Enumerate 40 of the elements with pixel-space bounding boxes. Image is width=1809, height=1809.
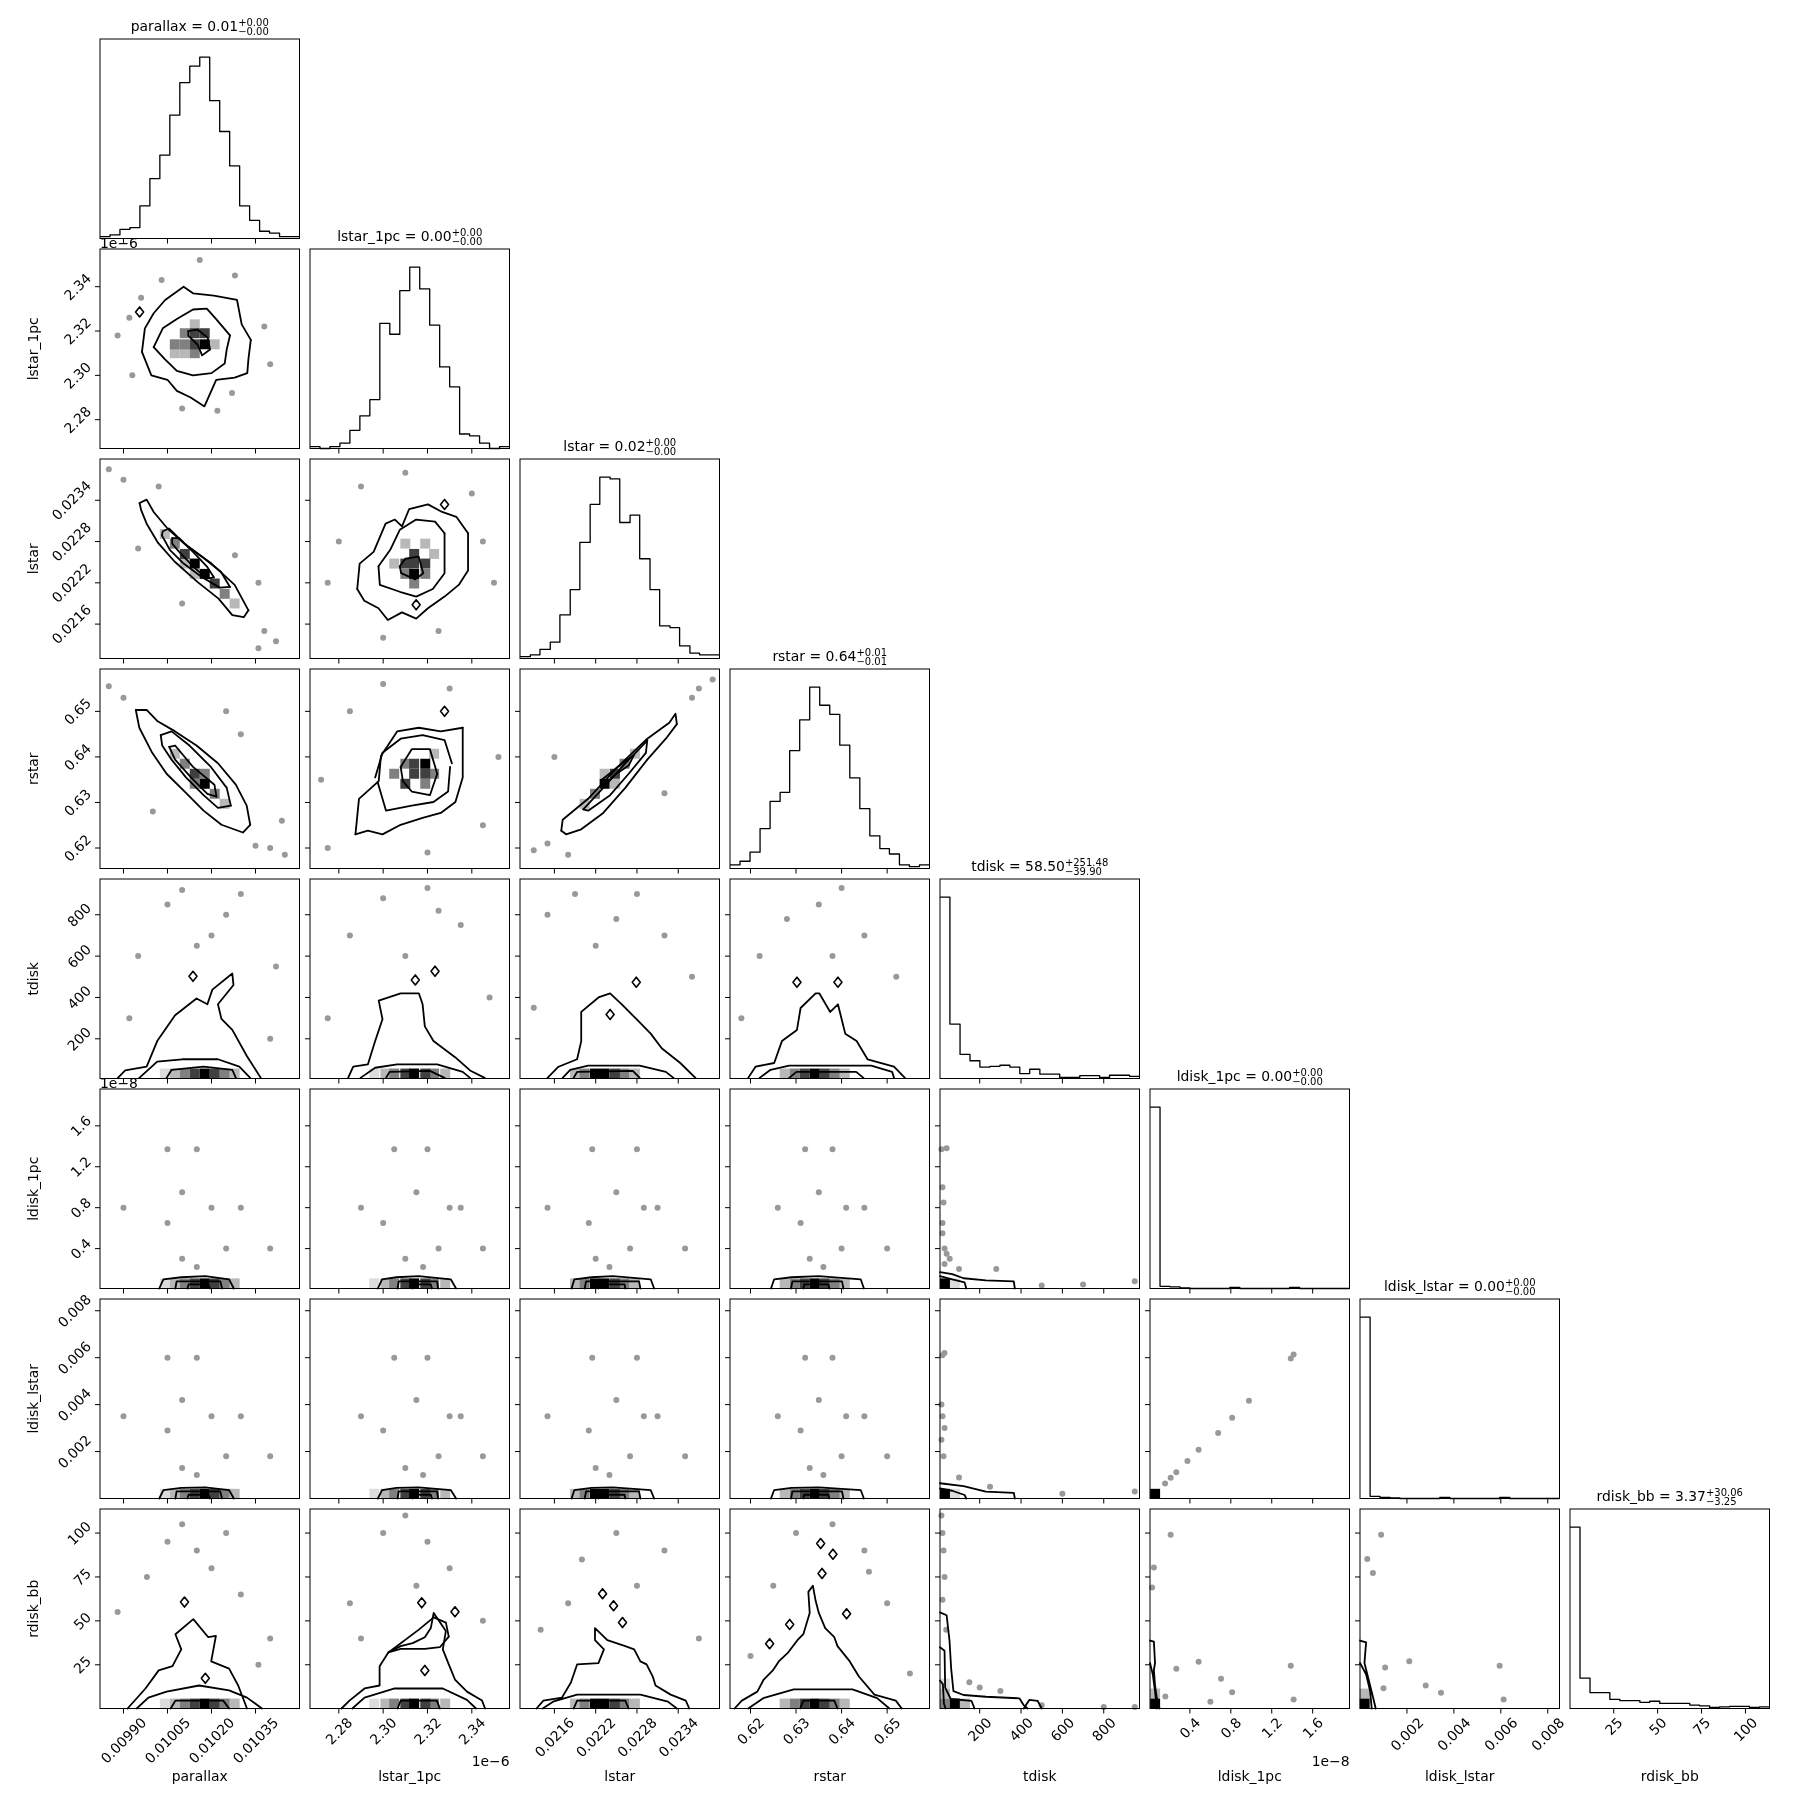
y-tick-label: 50 bbox=[70, 1608, 95, 1633]
y-tick-label: 100 bbox=[64, 1518, 95, 1549]
y-tick-label: 1.2 bbox=[67, 1153, 95, 1181]
y-axis-title: tdisk bbox=[25, 962, 41, 996]
y-tick-label: 400 bbox=[64, 982, 95, 1013]
y-tick-label: 200 bbox=[64, 1023, 95, 1054]
x-tick-label: 0.4 bbox=[1176, 1714, 1204, 1742]
y-tick-label: 600 bbox=[64, 941, 95, 972]
x-tick-label: 100 bbox=[1730, 1714, 1761, 1745]
x-tick-label: 1.2 bbox=[1258, 1714, 1286, 1742]
x-tick-label: 800 bbox=[1088, 1714, 1119, 1745]
y-tick-label: 1.6 bbox=[67, 1112, 95, 1140]
y-axis-title: rstar bbox=[25, 752, 41, 786]
x-axis-title: parallax bbox=[171, 1767, 228, 1784]
y-axis-title: lstar bbox=[25, 543, 41, 575]
x-axis-title: rstar bbox=[813, 1767, 847, 1784]
x-tick-label: 400 bbox=[1006, 1714, 1037, 1745]
x-axis-title: lstar bbox=[604, 1767, 636, 1784]
text: 1e−6 bbox=[471, 1752, 510, 1769]
x-tick-label: 25 bbox=[1601, 1714, 1626, 1739]
x-axis-title: tdisk bbox=[1023, 1767, 1057, 1784]
x-tick-label: 50 bbox=[1645, 1714, 1670, 1739]
x-axis-title: ldisk_lstar bbox=[1424, 1767, 1495, 1784]
x-tick-label: 1.6 bbox=[1299, 1714, 1327, 1742]
y-tick-label: 0.4 bbox=[67, 1235, 95, 1263]
y-axis-title: lstar_1pc bbox=[25, 317, 41, 381]
x-axis-title: rdisk_bb bbox=[1640, 1767, 1699, 1784]
y-tick-label: 0.8 bbox=[67, 1194, 95, 1222]
text: 1e−8 bbox=[1311, 1752, 1350, 1769]
y-axis-title: ldisk_1pc bbox=[25, 1156, 41, 1221]
x-axis-title: ldisk_1pc bbox=[1217, 1767, 1282, 1784]
y-tick-label: 75 bbox=[70, 1565, 95, 1589]
x-tick-label: 0.8 bbox=[1217, 1714, 1245, 1742]
y-axis-title: rdisk_bb bbox=[25, 1579, 41, 1638]
x-axis-title: lstar_1pc bbox=[378, 1767, 442, 1784]
x-tick-label: 600 bbox=[1047, 1714, 1078, 1745]
y-axis-title: ldisk_lstar bbox=[25, 1363, 41, 1434]
y-tick-label: 25 bbox=[70, 1652, 95, 1677]
y-tick-label: 800 bbox=[64, 899, 95, 930]
x-tick-label: 75 bbox=[1689, 1714, 1714, 1739]
